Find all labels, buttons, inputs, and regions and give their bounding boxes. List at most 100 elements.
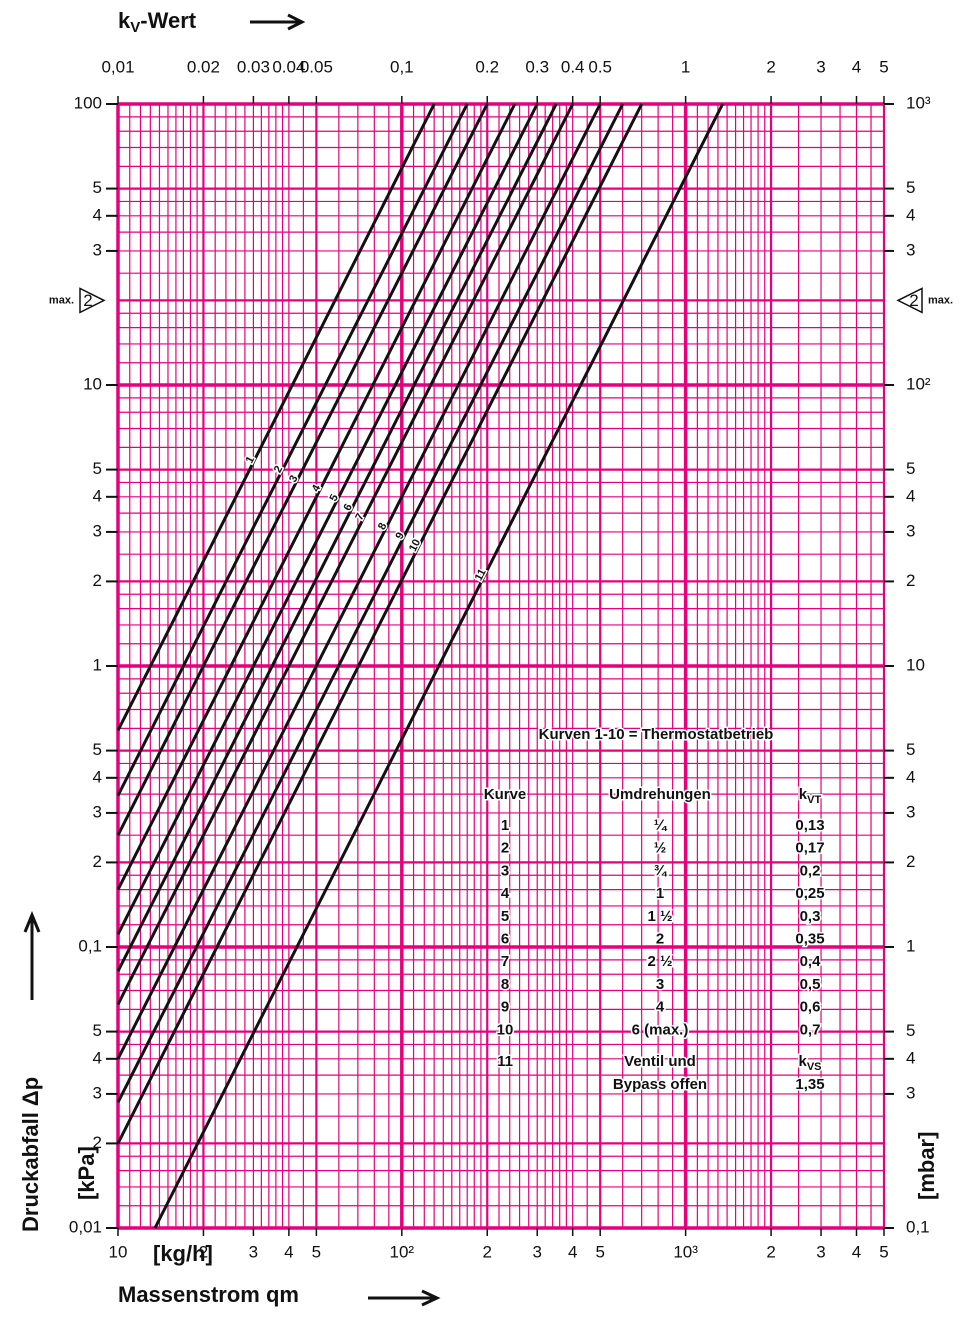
y-unit: [kPa] (74, 1146, 99, 1200)
x2-tick-label: 0.03 (237, 57, 270, 76)
table-cell: 11 (497, 1053, 513, 1070)
y-tick-label: 0,1 (78, 936, 102, 955)
x-tick-label: 10² (390, 1242, 415, 1261)
y-tick-label: 10 (83, 374, 102, 393)
y-tick-label: 2 (93, 1133, 102, 1152)
table-cell: 0,6 (800, 999, 821, 1016)
y-tick-label: 5 (93, 178, 102, 197)
x-tick-label: 3 (249, 1242, 258, 1261)
table-cell: 7 (501, 953, 509, 970)
max-text: 2 (909, 291, 918, 310)
x-tick-label: 2 (483, 1242, 492, 1261)
table-cell: 2 (501, 840, 509, 857)
x-tick-label: 3 (532, 1242, 541, 1261)
table-cell: 1,35 (795, 1076, 824, 1093)
table-cell: Bypass offen (613, 1076, 707, 1093)
y2-tick-label: 3 (906, 521, 915, 540)
y-tick-label: 0,01 (69, 1217, 102, 1236)
arrow (23, 911, 41, 1000)
top-axis-title-sub: V (130, 19, 140, 36)
table-cell-main: k (798, 1053, 807, 1070)
x-tick-label: 10³ (673, 1242, 698, 1261)
y-tick-label: 1 (93, 655, 102, 674)
x-tick-label: 3 (816, 1242, 825, 1261)
y-tick-label: 5 (93, 740, 102, 759)
table-cell: 4 (656, 999, 665, 1016)
y-tick-label: 3 (93, 802, 102, 821)
y2-tick-label: 3 (906, 1083, 915, 1102)
y2-tick-label: 4 (906, 205, 915, 224)
marks (106, 96, 894, 1236)
y-tick-label: 3 (93, 1083, 102, 1102)
table-cell: 0,5 (800, 976, 821, 993)
y2-tick-label: 3 (906, 240, 915, 259)
curve (153, 103, 724, 1229)
table-cell: 1 (656, 885, 664, 902)
x2-tick-label: 0.3 (525, 57, 549, 76)
table-cell: 2 ½ (647, 953, 672, 970)
table-cell: 0,4 (800, 953, 822, 970)
y-tick-label: 4 (93, 767, 102, 786)
arrow (250, 13, 306, 31)
top-axis-title-main: k (118, 8, 131, 33)
y2-unit: [mbar] (914, 1132, 939, 1200)
x-tick-label: 10 (109, 1242, 128, 1261)
max-label: max. (928, 294, 953, 306)
y2-tick-label: 2 (906, 852, 915, 871)
table-cell: 10 (497, 1021, 514, 1038)
x-tick-label: 5 (879, 1242, 888, 1261)
max-triangle (79, 287, 106, 314)
top-axis-title: kV-Wert (118, 8, 197, 36)
x2-tick-label: 0.05 (300, 57, 333, 76)
table-cell: 0,13 (795, 817, 824, 834)
x2-tick-label: 2 (766, 57, 775, 76)
x-tick-label: 5 (595, 1242, 604, 1261)
table-title: Kurven 1-10 = Thermostatbetrieb (539, 726, 774, 743)
table-cell: 3 (656, 976, 664, 993)
x2-tick-label: 0.2 (475, 57, 499, 76)
y2-tick-label: 4 (906, 486, 915, 505)
x-tick-label: 4 (568, 1242, 577, 1261)
x2-tick-label: 0.5 (588, 57, 612, 76)
y2-tick-label: 10³ (906, 93, 931, 112)
y2-tick-label: 5 (906, 459, 915, 478)
x2-tick-label: 0,1 (390, 57, 414, 76)
table-cell: 0,17 (795, 840, 824, 857)
x-tick-label: 2 (766, 1242, 775, 1261)
table-cell: ¼ (654, 817, 668, 834)
x-tick-label: 4 (284, 1242, 293, 1261)
x-tick-label: 2 (199, 1242, 208, 1261)
x2-tick-label: 0.4 (561, 57, 585, 76)
y-tick-label: 2 (93, 852, 102, 871)
table-cell: 8 (501, 976, 509, 993)
table-header: Umdrehungen (609, 786, 711, 803)
arrow (368, 1289, 441, 1307)
table-cell: 5 (501, 908, 509, 925)
x-tick-label: 4 (852, 1242, 861, 1261)
x2-tick-label: 3 (816, 57, 825, 76)
table-cell: 9 (501, 999, 509, 1016)
table-cell-sub: VS (807, 1061, 822, 1073)
max-triangle (896, 287, 923, 314)
curve (116, 103, 602, 1060)
table-cell: 0,2 (800, 862, 821, 879)
y-axis-title: Druckabfall Δp (18, 1077, 43, 1232)
y2-tick-label: 0,1 (906, 1217, 930, 1236)
y2-tick-label: 10² (906, 374, 931, 393)
max-text: 2 (83, 291, 92, 310)
y2-tick-label: 10 (906, 655, 925, 674)
y2-tick-label: 5 (906, 178, 915, 197)
y2-tick-label: 4 (906, 1048, 915, 1067)
y-tick-label: 5 (93, 1021, 102, 1040)
table-cell: 0,7 (800, 1021, 821, 1038)
table-cell: 0,3 (800, 908, 821, 925)
curve (116, 103, 539, 935)
curve (116, 103, 489, 836)
y2-tick-label: 5 (906, 740, 915, 759)
top-axis-title-rest: -Wert (140, 8, 196, 33)
table-header: kVT (799, 786, 822, 806)
curve (116, 103, 469, 797)
y2-tick-label: 5 (906, 1021, 915, 1040)
y-tick-label: 3 (93, 521, 102, 540)
